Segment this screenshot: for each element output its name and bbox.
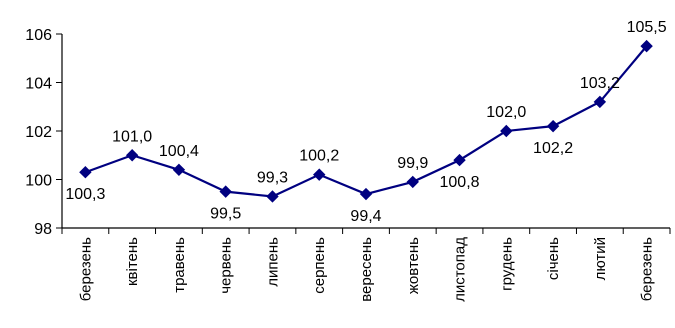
data-point-marker: [313, 168, 326, 181]
data-label: 99,5: [210, 206, 241, 223]
x-category-label: травень: [171, 237, 188, 293]
y-axis: 98 100 102 104 106: [25, 27, 63, 238]
series-line: [79, 39, 653, 203]
data-label: 100,3: [65, 186, 105, 203]
data-point-marker: [359, 187, 373, 201]
x-category-label: липень: [264, 237, 281, 287]
data-point-marker: [640, 39, 653, 53]
y-tick-label: 104: [25, 76, 52, 93]
data-point-marker: [266, 190, 279, 203]
data-point-marker: [593, 95, 607, 109]
data-label: 100,4: [159, 143, 199, 160]
data-point-marker: [406, 175, 419, 189]
y-tick-label: 106: [25, 27, 52, 44]
x-category-label: жовтень: [405, 237, 422, 294]
y-tick-label: 102: [25, 124, 52, 141]
data-label: 100,2: [299, 148, 339, 165]
x-category-label: березень: [77, 237, 94, 301]
data-label: 101,0: [112, 128, 152, 145]
series-polyline: [85, 45, 648, 198]
x-category-label: вересень: [358, 237, 375, 302]
data-point-marker: [500, 124, 513, 138]
data-point-marker: [453, 153, 466, 167]
data-label: 105,5: [627, 19, 667, 36]
x-axis: березень квітень травень червень липень серпе…: [61, 227, 671, 302]
y-tick-label: 100: [25, 173, 52, 190]
data-label: 103,2: [580, 75, 620, 92]
data-label: 100,8: [440, 174, 480, 191]
x-category-label: серпень: [311, 237, 328, 294]
data-point-marker: [79, 166, 92, 179]
y-tick-label: 98: [34, 221, 52, 238]
data-label: 102,2: [533, 140, 573, 157]
data-label: 99,3: [257, 169, 288, 186]
x-category-label: грудень: [498, 237, 515, 291]
data-label: 102,0: [486, 104, 526, 121]
data-point-marker: [219, 185, 232, 198]
x-category-label: лютий: [592, 237, 609, 280]
data-point-marker: [172, 163, 186, 177]
x-category-label: червень: [218, 237, 235, 294]
data-point-marker: [125, 149, 139, 162]
data-labels: 100,3 101,0 100,4 99,5 99,3 100,2 99,4 99,9 100,…: [65, 19, 666, 225]
x-category-label: січень: [545, 237, 562, 280]
data-label: 99,4: [350, 208, 381, 225]
x-category-label: березень: [639, 237, 656, 301]
x-category-label: листопад: [452, 237, 469, 302]
x-category-label: квітень: [124, 237, 141, 286]
data-label: 99,9: [397, 155, 428, 172]
data-point-marker: [546, 119, 560, 133]
